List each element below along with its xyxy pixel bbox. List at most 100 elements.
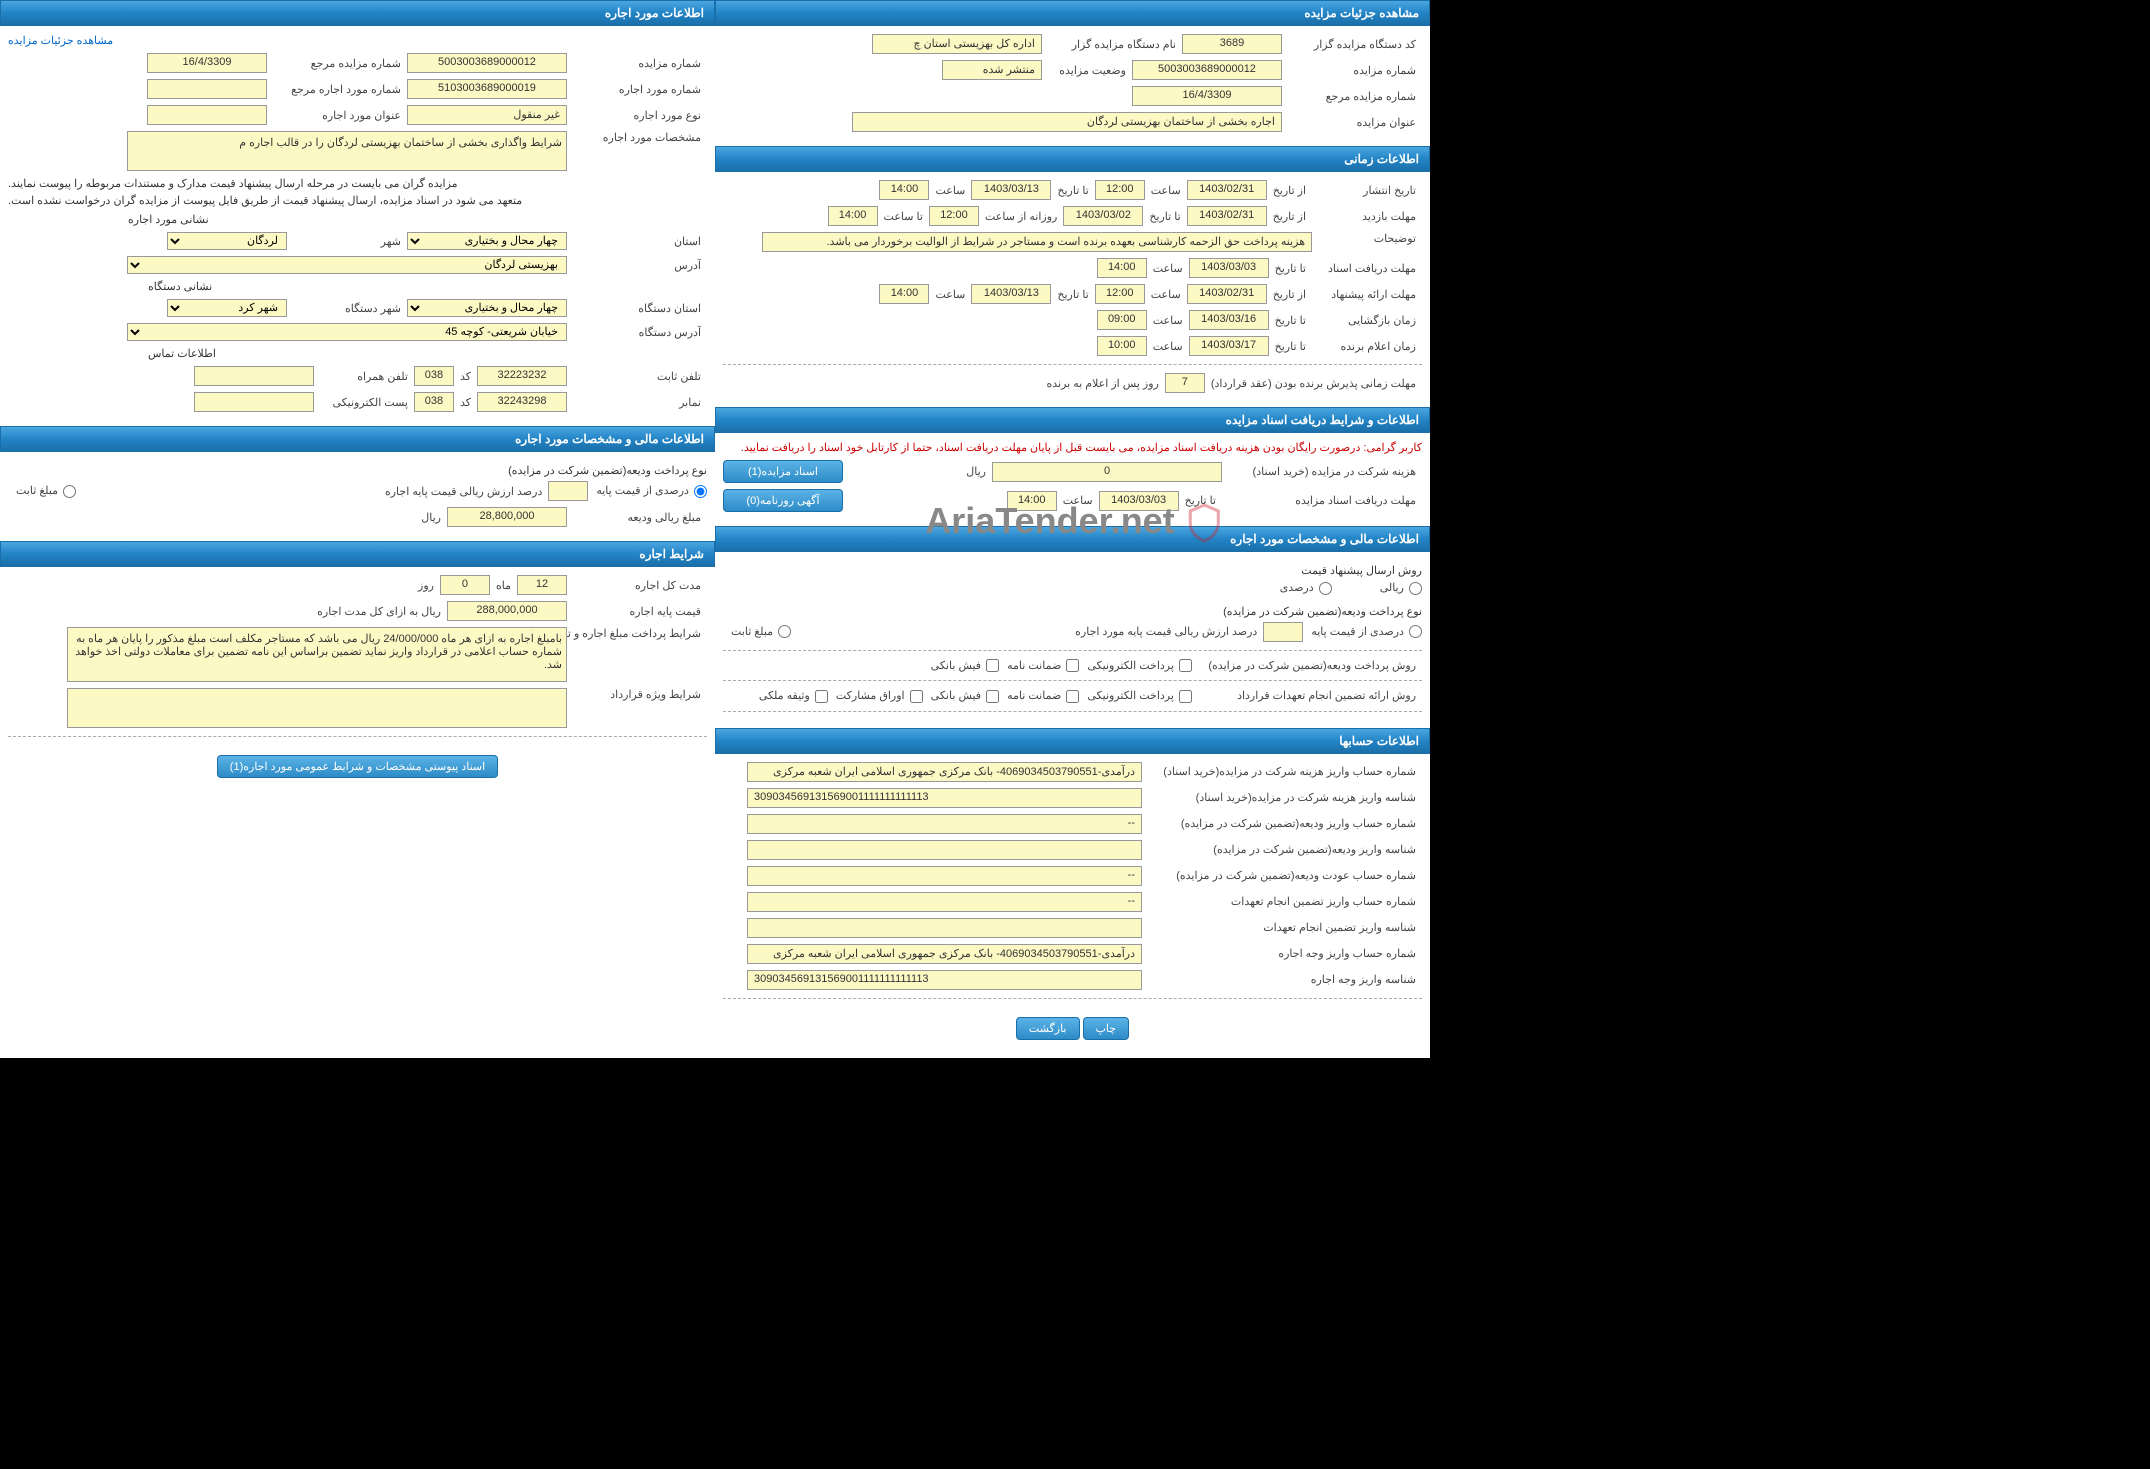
- chk-epay2[interactable]: پرداخت الکترونیکی: [1087, 689, 1192, 703]
- label-province: استان: [567, 235, 707, 248]
- acc-l2: شناسه واریز هزینه شرکت در مزایده(خرید اس…: [1142, 791, 1422, 804]
- label-method: روش ارسال پیشنهاد قیمت: [723, 564, 1422, 577]
- field-days: 0: [440, 575, 490, 595]
- field-auction-no-r: 5003003689000012: [1132, 60, 1282, 80]
- field-org-name: اداره کل بهزیستی استان چ: [872, 34, 1042, 54]
- label-spec: مشخصات مورد اجاره: [567, 131, 707, 144]
- label-fax-code: کد: [454, 396, 477, 409]
- link-view-details[interactable]: مشاهده جزئیات مزایده: [8, 35, 113, 47]
- acc-v6: --: [747, 892, 1142, 912]
- field-auction-no: 5003003689000012: [407, 53, 567, 73]
- acc-v3: --: [747, 814, 1142, 834]
- label-desc: توضیحات: [1312, 232, 1422, 245]
- section-accounts: اطلاعات حسابها: [715, 728, 1430, 754]
- label-org-address: آدرس دستگاه: [567, 326, 707, 339]
- btn-attachments[interactable]: اسناد پیوستی مشخصات و شرایط عمومی مورد ا…: [217, 755, 498, 778]
- label-commitment: روش ارائه تضمین انجام تعهدات قرارداد: [1192, 689, 1422, 702]
- field-ref-no-r: 16/4/3309: [1132, 86, 1282, 106]
- left-panel: اطلاعات مورد اجاره مشاهده جزئیات مزایده …: [0, 0, 715, 1058]
- label-offer: مهلت ارائه پیشنهاد: [1312, 288, 1422, 301]
- field-announce-h: 10:00: [1097, 336, 1147, 356]
- chk-oragh[interactable]: اوراق مشارکت: [836, 689, 923, 703]
- radio-rial[interactable]: ریالی: [1380, 581, 1422, 595]
- chk-epay[interactable]: پرداخت الکترونیکی: [1087, 659, 1192, 673]
- section-rent-info: اطلاعات مورد اجاره: [0, 0, 715, 26]
- field-publish-from-h: 12:00: [1095, 180, 1145, 200]
- label-publish: تاریخ انتشار: [1312, 184, 1422, 197]
- label-deposit-amt: مبلغ ریالی ودیعه: [567, 511, 707, 524]
- btn-newspaper-ad[interactable]: آگهی روزنامه(0): [723, 489, 843, 512]
- chk-zemanat2[interactable]: ضمانت نامه: [1007, 689, 1079, 703]
- label-fax: نمابر: [567, 396, 707, 409]
- select-org-province[interactable]: چهار محال و بختیاری: [407, 299, 567, 317]
- radio-percent[interactable]: درصدی: [1280, 581, 1332, 595]
- select-province[interactable]: چهار محال و بختیاری: [407, 232, 567, 250]
- field-status: منتشر شده: [942, 60, 1042, 80]
- label-auction-no-r: شماره مزایده: [1282, 64, 1422, 77]
- label-org-province: استان دستگاه: [567, 302, 707, 315]
- field-title: [147, 105, 267, 125]
- label-deposit-type-l: نوع پرداخت ودیعه(تضمین شرکت در مزایده): [8, 464, 707, 477]
- field-deadline-h: 14:00: [1007, 491, 1057, 511]
- label-acceptance: مهلت زمانی پذیرش برنده بودن (عقد قرارداد…: [1205, 377, 1422, 390]
- field-visit-h-to: 14:00: [828, 206, 878, 226]
- btn-auction-docs[interactable]: اسناد مزایده(1): [723, 460, 843, 483]
- label-auction-no: شماره مزایده: [567, 57, 707, 70]
- btn-print[interactable]: چاپ: [1083, 1017, 1130, 1040]
- section-auction-details: مشاهده جزئیات مزایده: [715, 0, 1430, 26]
- acc-l5: شماره حساب عودت ودیعه(تضمین شرکت در مزای…: [1142, 869, 1422, 882]
- label-announce: زمان اعلام برنده: [1312, 340, 1422, 353]
- acc-v1: درآمدی-4069034503790551- بانک مرکزی جمهو…: [747, 762, 1142, 782]
- label-mobile: تلفن همراه: [314, 370, 414, 383]
- acc-v5: --: [747, 866, 1142, 886]
- radio-fixed-l[interactable]: مبلغ ثابت: [16, 484, 76, 498]
- field-fax: 32243298: [477, 392, 567, 412]
- field-percent: [1263, 622, 1303, 642]
- field-docs-to: 1403/03/03: [1189, 258, 1269, 278]
- chk-zemanat[interactable]: ضمانت نامه: [1007, 659, 1079, 673]
- label-org-city: شهر دستگاه: [287, 302, 407, 315]
- field-open-h: 09:00: [1097, 310, 1147, 330]
- black-spacer: [1430, 0, 2150, 1058]
- field-desc: هزینه پرداخت حق الزحمه کارشناسی بعهده بر…: [762, 232, 1312, 252]
- label-item-no: شماره مورد اجاره: [567, 83, 707, 96]
- chk-fish2[interactable]: فیش بانکی: [931, 689, 999, 703]
- field-offer-to-h: 14:00: [879, 284, 929, 304]
- label-city: شهر: [287, 235, 407, 248]
- label-phone-code: کد: [454, 370, 477, 383]
- select-org-address[interactable]: خیابان شریعتی- کوچه 45: [127, 323, 567, 341]
- acc-l7: شناسه واریز تضمین انجام تعهدات: [1142, 921, 1422, 934]
- field-duration: 12: [517, 575, 567, 595]
- field-deposit-amt: 28,800,000: [447, 507, 567, 527]
- field-item-no: 5103003689000019: [407, 79, 567, 99]
- field-ref-no: 16/4/3309: [147, 53, 267, 73]
- label-org-name: نام دستگاه مزایده گزار: [1042, 38, 1182, 51]
- select-city[interactable]: لردگان: [167, 232, 287, 250]
- radio-base-percent-l[interactable]: درصدی از قیمت پایه: [596, 484, 707, 498]
- btn-back[interactable]: بازگشت: [1016, 1017, 1080, 1040]
- field-announce: 1403/03/17: [1189, 336, 1269, 356]
- field-cost: 0: [992, 462, 1222, 482]
- label-subject: عنوان مزایده: [1282, 116, 1422, 129]
- select-org-city[interactable]: شهر کرد: [167, 299, 287, 317]
- field-subject: اجاره بخشی از ساختمان بهزیستی لردگان: [852, 112, 1282, 132]
- field-email: [194, 392, 314, 412]
- field-percent-l: [548, 481, 588, 501]
- radio-fixed[interactable]: مبلغ ثابت: [731, 625, 791, 639]
- label-title: عنوان مورد اجاره: [267, 109, 407, 122]
- label-open: زمان بازگشایی: [1312, 314, 1422, 327]
- radio-base-percent[interactable]: درصدی از قیمت پایه: [1311, 625, 1422, 639]
- label-duration: مدت کل اجاره: [567, 579, 707, 592]
- label-addr-item: نشانی مورد اجاره: [8, 213, 707, 226]
- chk-fish[interactable]: فیش بانکی: [931, 659, 999, 673]
- select-address[interactable]: بهزیستی لردگان: [127, 256, 567, 274]
- acc-v2: 309034569131569001111111111113: [747, 788, 1142, 808]
- section-time: اطلاعات زمانی: [715, 146, 1430, 172]
- chk-vasighe[interactable]: وثیقه ملکی: [759, 689, 828, 703]
- label-pay-terms: شرایط پرداخت مبلغ اجاره و تضامین آن: [567, 627, 707, 640]
- label-ref-no-r: شماره مزایده مرجع: [1282, 90, 1422, 103]
- acc-l8: شماره حساب واریز وجه اجاره: [1142, 947, 1422, 960]
- label-deposit-method: روش پرداخت ودیعه(تضمین شرکت در مزایده): [1192, 659, 1422, 672]
- label-deposit-type: نوع پرداخت ودیعه(تضمین شرکت در مزایده): [723, 605, 1422, 618]
- field-fax-code: 038: [414, 392, 454, 412]
